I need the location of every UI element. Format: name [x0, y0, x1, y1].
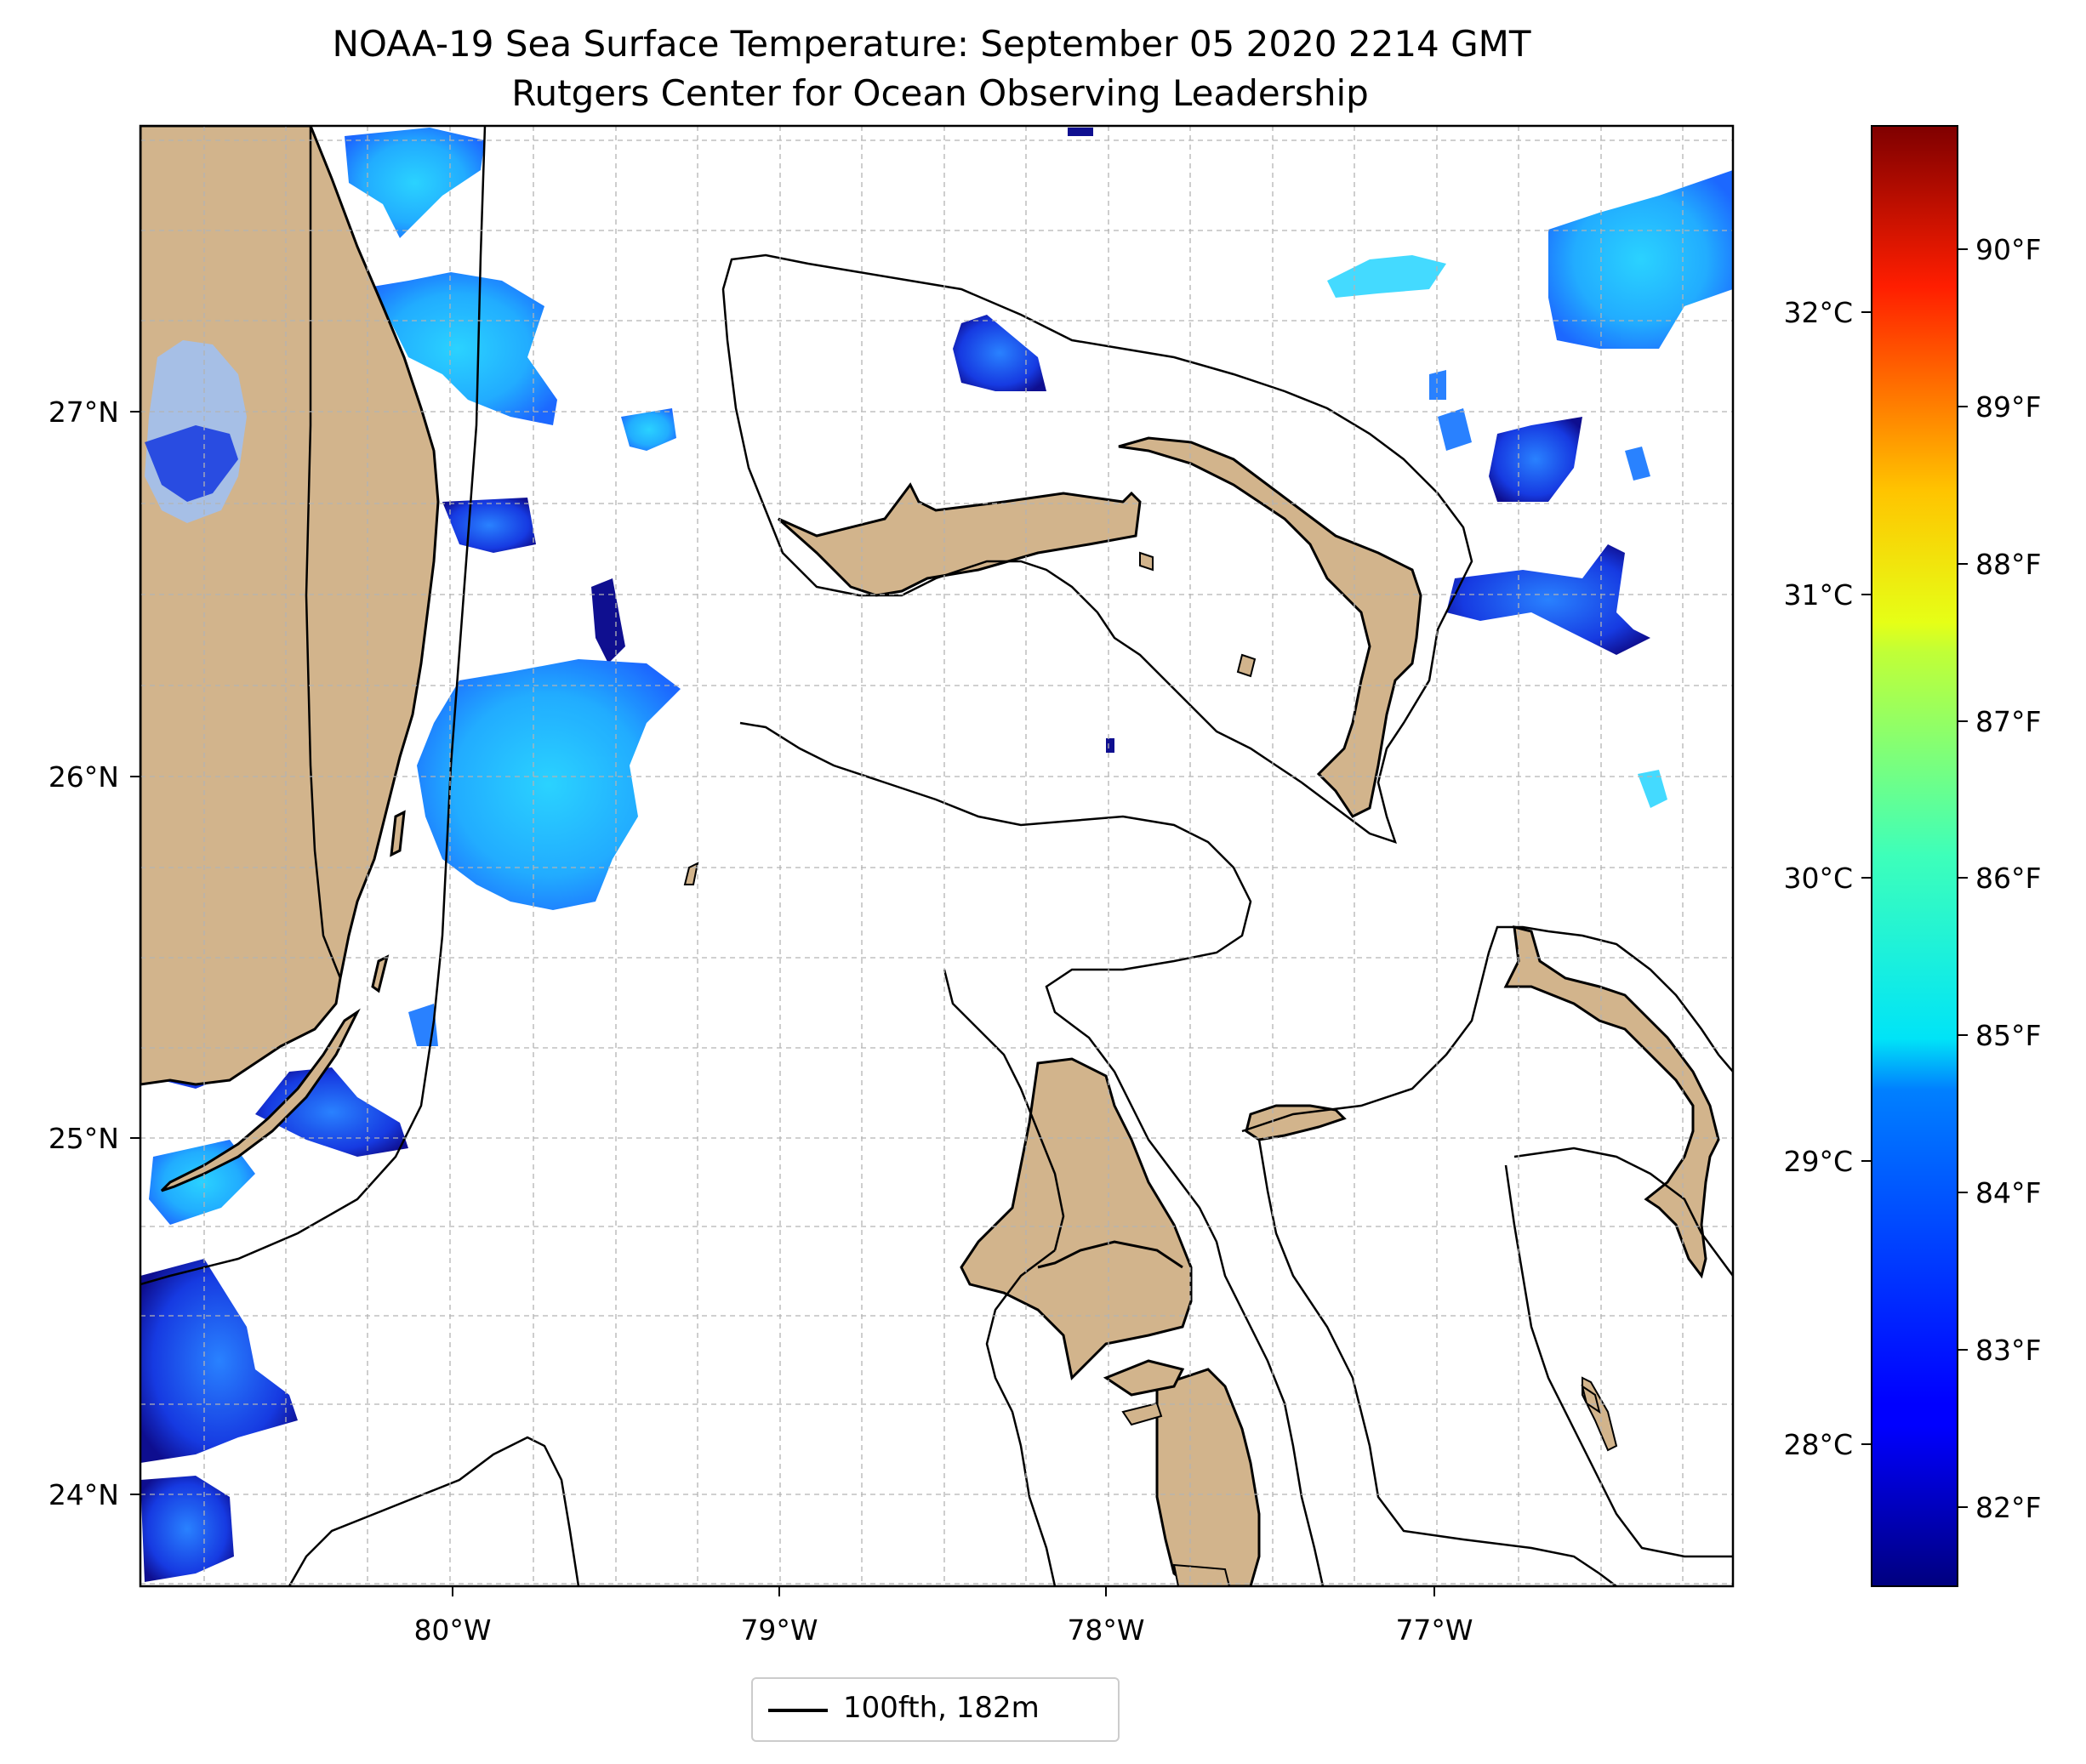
- colorbar-fahrenheit-label: 87°F: [1975, 705, 2041, 738]
- legend-label: 100fth, 182m: [843, 1691, 1040, 1725]
- map-frame: [139, 124, 1735, 1588]
- lon-tick-label: 77°W: [1395, 1613, 1473, 1647]
- colorbar-celsius-label: 31°C: [1783, 578, 1853, 612]
- colorbar-celsius-label: 28°C: [1783, 1428, 1853, 1461]
- colorbar-fahrenheit-label: 86°F: [1975, 862, 2041, 895]
- berry-islands: [1245, 1104, 1347, 1141]
- lon-tick-label: 80°W: [413, 1613, 491, 1647]
- lon-tick-label: 78°W: [1067, 1613, 1144, 1647]
- map-legend: 100fth, 182m: [751, 1677, 1120, 1742]
- colorbar: [1871, 125, 1958, 1587]
- florida-keys: [160, 1008, 361, 1192]
- map-plot-area: [140, 126, 1733, 1586]
- lon-tick-label: 79°W: [740, 1613, 818, 1647]
- colorbar-celsius-label: 30°C: [1783, 862, 1853, 895]
- map-title: NOAA-19 Sea Surface Temperature: Septemb…: [332, 23, 1530, 65]
- isobath-100fth: [140, 126, 1733, 1586]
- legend-line-swatch: [768, 1709, 828, 1712]
- colorbar-celsius-label: 29°C: [1783, 1145, 1853, 1178]
- colorbar-fahrenheit-label: 82°F: [1975, 1491, 2041, 1524]
- map-subtitle: Rutgers Center for Ocean Observing Leade…: [511, 72, 1369, 114]
- colorbar-celsius-label: 32°C: [1783, 296, 1853, 329]
- colorbar-fahrenheit-label: 84°F: [1975, 1176, 2041, 1209]
- lat-tick-label: 25°N: [48, 1122, 119, 1155]
- lat-tick-label: 26°N: [48, 760, 119, 794]
- colorbar-fahrenheit-label: 88°F: [1975, 548, 2041, 581]
- grand-bahama-island: [778, 482, 1142, 597]
- andros-island: [960, 1057, 1193, 1381]
- abaco-islands: [1118, 436, 1422, 818]
- colorbar-fahrenheit-label: 90°F: [1975, 233, 2041, 266]
- lat-tick-label: 24°N: [48, 1478, 119, 1511]
- lat-tick-label: 27°N: [48, 395, 119, 429]
- colorbar-fahrenheit-label: 85°F: [1975, 1019, 2041, 1052]
- colorbar-fahrenheit-label: 83°F: [1975, 1334, 2041, 1367]
- map-gridlines: [140, 126, 1733, 1586]
- colorbar-fahrenheit-label: 89°F: [1975, 390, 2041, 424]
